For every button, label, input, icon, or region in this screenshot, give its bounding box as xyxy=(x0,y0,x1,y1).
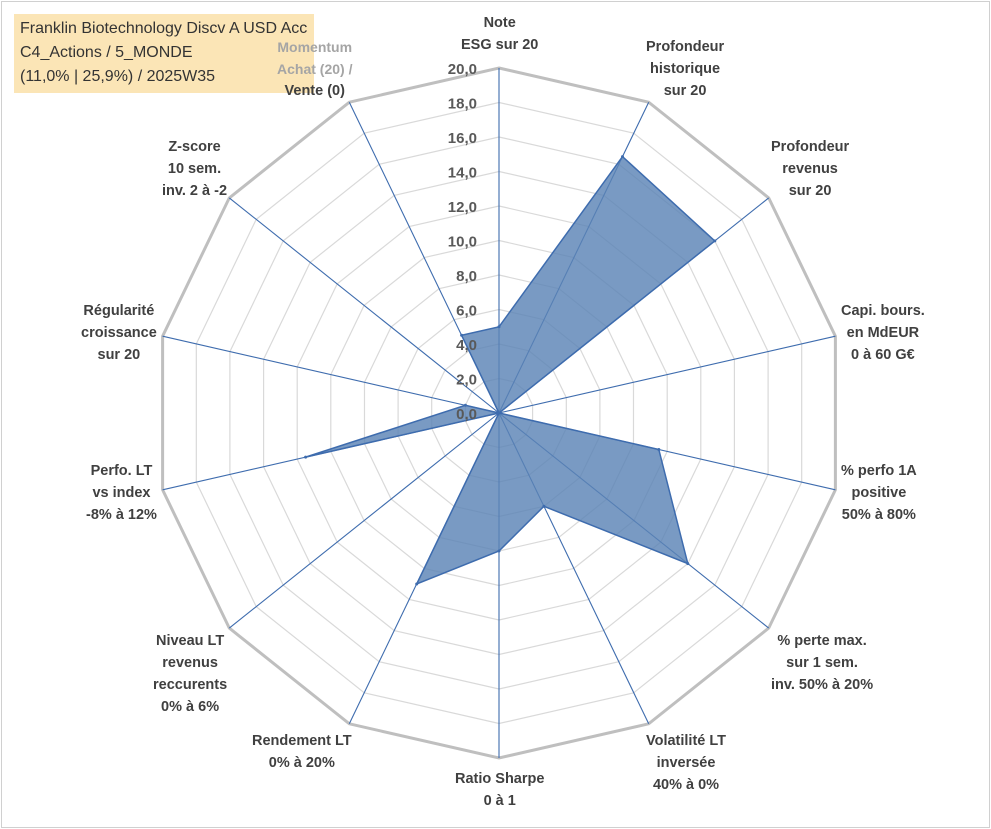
axis-label-line: historique xyxy=(650,61,721,77)
radar-axis-label: Capi. bours. en MdEUR 0 à 60 G€ xyxy=(841,300,925,366)
fund-stats: (11,0% | 25,9%) / 2025W35 xyxy=(20,68,216,85)
axis-label-line: -8% à 12% xyxy=(86,507,157,523)
axis-label-line: 0 à 60 G€ xyxy=(851,347,915,363)
axis-label-line: sur 20 xyxy=(97,347,141,363)
fund-name: Franklin Biotechnology Discv A USD Acc xyxy=(20,20,308,37)
axis-label-line: 0 à 1 xyxy=(483,793,516,809)
radar-data-point xyxy=(497,549,501,553)
radar-axis-label: Z-score 10 sem. inv. 2 à -2 xyxy=(162,136,227,202)
radar-axis-label: % perte max. sur 1 sem. inv. 50% à 20% xyxy=(771,630,873,696)
axis-label-line: Capi. bours. xyxy=(841,303,925,319)
axis-label-line: inversée xyxy=(656,755,716,771)
radar-axis-label: Rendement LT 0% à 20% xyxy=(252,730,352,774)
fund-category: C4_Actions / 5_MONDE xyxy=(20,44,193,61)
axis-label-line: 0% à 6% xyxy=(161,699,220,715)
radar-spoke xyxy=(228,412,500,629)
axis-label-line: Momentum xyxy=(277,39,353,55)
radar-data-point xyxy=(460,333,464,337)
radar-tick-label: 14,0 xyxy=(448,165,477,182)
axis-label-line: 0% à 20% xyxy=(268,755,335,771)
radar-axis-label: Profondeur historique sur 20 xyxy=(646,36,724,102)
radar-axis-label: Ratio Sharpe 0 à 1 xyxy=(455,768,544,812)
radar-data-point xyxy=(304,455,308,459)
radar-tick-label: 4,0 xyxy=(456,337,477,354)
radar-tick-label: 12,0 xyxy=(448,199,477,216)
radar-data-point xyxy=(497,411,501,415)
radar-spoke xyxy=(228,197,500,414)
radar-data-point xyxy=(463,403,467,407)
axis-label-line: 40% à 0% xyxy=(652,777,720,793)
axis-label-line: sur 20 xyxy=(663,83,707,99)
axis-label-line: revenus xyxy=(782,161,838,177)
radar-axis-label: Régularité croissance sur 20 xyxy=(81,300,157,366)
radar-tick-label: 18,0 xyxy=(448,96,477,113)
axis-label-line: 10 sem. xyxy=(167,161,222,177)
radar-axis-label: % perfo 1A positive 50% à 80% xyxy=(841,460,917,526)
axis-label-line: Rendement LT xyxy=(252,733,352,749)
axis-label-line: Z-score xyxy=(168,139,221,155)
radar-tick-label: 20,0 xyxy=(448,61,477,78)
axis-label-line: Achat (20) / xyxy=(277,61,353,77)
radar-data-point xyxy=(713,239,717,243)
axis-label-line: inv. 50% à 20% xyxy=(771,677,874,693)
axis-label-line: sur 1 sem. xyxy=(786,655,858,671)
radar-data-point xyxy=(497,325,501,329)
axis-label-line: en MdEUR xyxy=(846,325,920,341)
radar-data-point xyxy=(686,562,690,566)
radar-axis-label: Volatilité LT inversée 40% à 0% xyxy=(646,730,726,796)
axis-label-line: % perte max. xyxy=(777,633,867,649)
axis-label-line: sur 20 xyxy=(788,183,832,199)
axis-label-line: Régularité xyxy=(83,303,155,319)
radar-tick-label: 2,0 xyxy=(456,372,477,389)
fund-info-box: Franklin Biotechnology Discv A USD Acc C… xyxy=(14,14,315,93)
axis-label-line: Ratio Sharpe xyxy=(455,771,545,787)
radar-tick-label: 16,0 xyxy=(448,130,477,147)
axis-label-line: croissance xyxy=(81,325,157,341)
radar-series-area xyxy=(305,155,716,586)
radar-data-point xyxy=(542,504,546,508)
radar-spoke xyxy=(162,335,500,414)
axis-label-line: positive xyxy=(851,485,907,501)
radar-data-point xyxy=(415,582,419,586)
axis-label-line: 50% à 80% xyxy=(841,507,916,523)
axis-label-line: revenus xyxy=(162,655,218,671)
axis-label-line: vs index xyxy=(92,485,151,501)
radar-axis-label: Momentum Achat (20) / Vente (0) xyxy=(277,36,352,102)
radar-axis-label: Profondeur revenus sur 20 xyxy=(771,136,849,202)
axis-label-line: Perfo. LT xyxy=(90,463,153,479)
axis-label-line: Volatilité LT xyxy=(646,733,727,749)
radar-tick-labels: 0,0 2,0 4,0 6,0 8,0 10,0 12,0 14,0 16,0 18,0 20,0 xyxy=(448,61,477,423)
axis-label-line: inv. 2 à -2 xyxy=(162,183,228,199)
axis-label-line: Note xyxy=(483,15,516,31)
radar-tick-label: 0,0 xyxy=(456,406,477,423)
radar-tick-label: 10,0 xyxy=(448,234,477,251)
radar-axis-label: Niveau LT revenus reccurents 0% à 6% xyxy=(153,630,227,718)
radar-tick-label: 6,0 xyxy=(456,303,477,320)
radar-axis-label: Perfo. LT vs index -8% à 12% xyxy=(86,460,157,526)
axis-label-line: Profondeur xyxy=(771,139,850,155)
axis-label-line: Niveau LT xyxy=(155,633,225,649)
axis-label-line: ESG sur 20 xyxy=(461,37,539,53)
radar-data-point xyxy=(657,448,661,451)
radar-tick-label: 8,0 xyxy=(456,268,477,285)
radar-axis-label: Note ESG sur 20 xyxy=(461,12,538,56)
radar-spoke xyxy=(498,335,836,414)
axis-label-line: % perfo 1A xyxy=(841,463,917,479)
radar-data-point xyxy=(621,155,624,159)
axis-label-line: reccurents xyxy=(153,677,228,693)
axis-label-line: Profondeur xyxy=(646,39,725,55)
radar-series xyxy=(304,155,717,586)
axis-label-line: Vente (0) xyxy=(284,83,345,99)
